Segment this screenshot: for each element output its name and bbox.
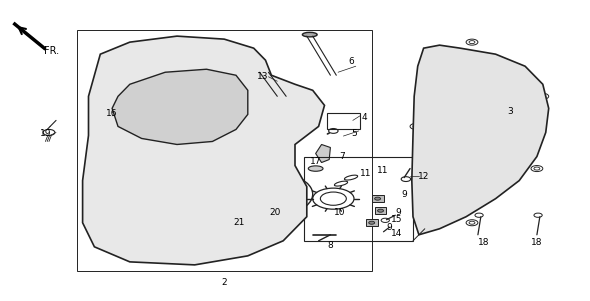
Text: 10: 10 [333, 208, 345, 217]
Polygon shape [375, 207, 386, 214]
Text: FR.: FR. [44, 46, 60, 56]
Text: 14: 14 [391, 229, 402, 238]
Text: 12: 12 [418, 172, 430, 181]
Text: 8: 8 [327, 241, 333, 250]
Text: 18: 18 [531, 238, 543, 247]
Text: 2: 2 [221, 278, 227, 287]
Polygon shape [372, 195, 384, 202]
Text: 11: 11 [360, 169, 372, 178]
Polygon shape [83, 36, 324, 265]
Text: 16: 16 [106, 109, 118, 118]
Polygon shape [316, 144, 330, 163]
Text: 15: 15 [391, 215, 402, 224]
Text: 9: 9 [401, 190, 407, 199]
Text: 6: 6 [348, 57, 354, 66]
Circle shape [378, 209, 384, 212]
Text: 5: 5 [351, 129, 357, 138]
Text: 7: 7 [339, 152, 345, 161]
Text: 13: 13 [257, 72, 268, 81]
Text: 19: 19 [40, 129, 51, 138]
Polygon shape [366, 219, 378, 226]
Ellipse shape [309, 166, 323, 171]
Circle shape [369, 221, 375, 224]
Ellipse shape [302, 33, 317, 37]
Text: 9: 9 [395, 208, 401, 217]
Text: 3: 3 [507, 107, 513, 116]
Polygon shape [412, 45, 549, 235]
Text: 9: 9 [386, 223, 392, 232]
Text: 11: 11 [376, 166, 388, 175]
Circle shape [375, 197, 381, 200]
Text: 18: 18 [478, 238, 490, 247]
Text: 4: 4 [362, 113, 368, 122]
Text: 21: 21 [233, 218, 245, 227]
Polygon shape [112, 69, 248, 144]
Text: 17: 17 [310, 157, 322, 166]
Text: 20: 20 [270, 208, 281, 217]
